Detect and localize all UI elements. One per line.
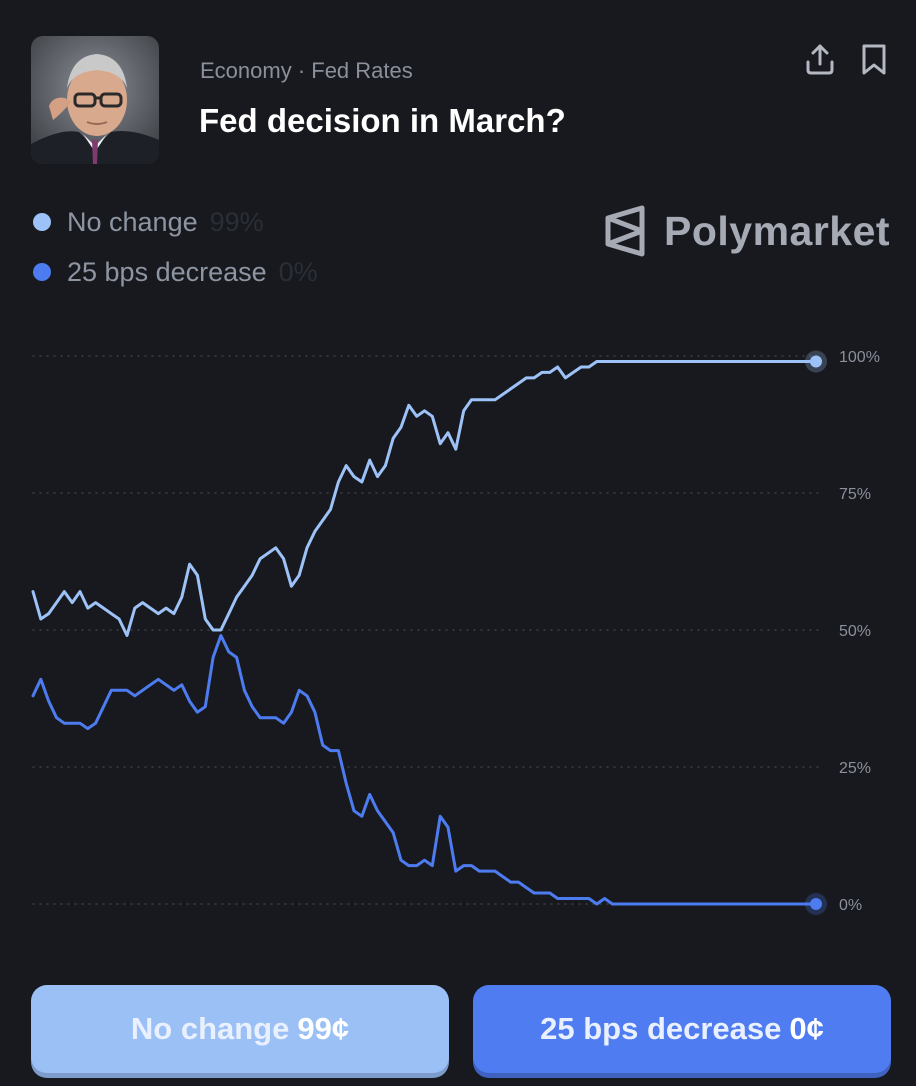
polymarket-brand-name: Polymarket	[664, 207, 891, 254]
polymarket-logo: Polymarket	[602, 204, 890, 258]
bookmark-icon[interactable]	[856, 40, 892, 80]
polymarket-logo-icon	[605, 205, 645, 257]
legend-item-no-change: No change 99%	[31, 204, 264, 240]
buy-decrease-price: 0¢	[789, 1011, 824, 1046]
series-end-point-no-change	[810, 355, 822, 368]
share-icon[interactable]	[802, 40, 838, 80]
y-tick-label-100: 100%	[839, 349, 880, 366]
buy-no-change-price: 99¢	[297, 1011, 350, 1046]
legend-value-decrease: 0%	[278, 256, 318, 287]
legend-label-no-change: No change	[67, 206, 198, 237]
market-category: Economy · Fed Rates	[200, 58, 413, 83]
y-tick-label-25: 25%	[839, 760, 871, 777]
series-line-decrease	[31, 634, 818, 906]
series-line-no-change	[31, 360, 818, 637]
series-end-point-decrease	[810, 898, 822, 910]
legend-label-decrease: 25 bps decrease	[67, 256, 267, 287]
buy-no-change-button[interactable]: No change 99¢	[31, 985, 449, 1073]
probability-chart: 100% 75% 50% 25% 0%	[31, 349, 880, 915]
legend-item-decrease: 25 bps decrease 0%	[31, 254, 318, 290]
market-title: Fed decision in March?	[199, 102, 566, 139]
market-thumbnail	[31, 36, 159, 164]
powell-portrait-image	[31, 36, 159, 164]
y-tick-label-0: 0%	[839, 897, 862, 914]
legend-value-no-change: 99%	[209, 206, 264, 237]
legend-dot-decrease	[33, 263, 51, 281]
y-tick-label-75: 75%	[839, 486, 871, 503]
buy-no-change-label: No change	[130, 1011, 290, 1046]
y-tick-label-50: 50%	[839, 623, 871, 640]
buy-decrease-button[interactable]: 25 bps decrease 0¢	[473, 985, 891, 1073]
legend-dot-no-change	[33, 213, 51, 231]
buy-decrease-label: 25 bps decrease	[540, 1011, 782, 1046]
